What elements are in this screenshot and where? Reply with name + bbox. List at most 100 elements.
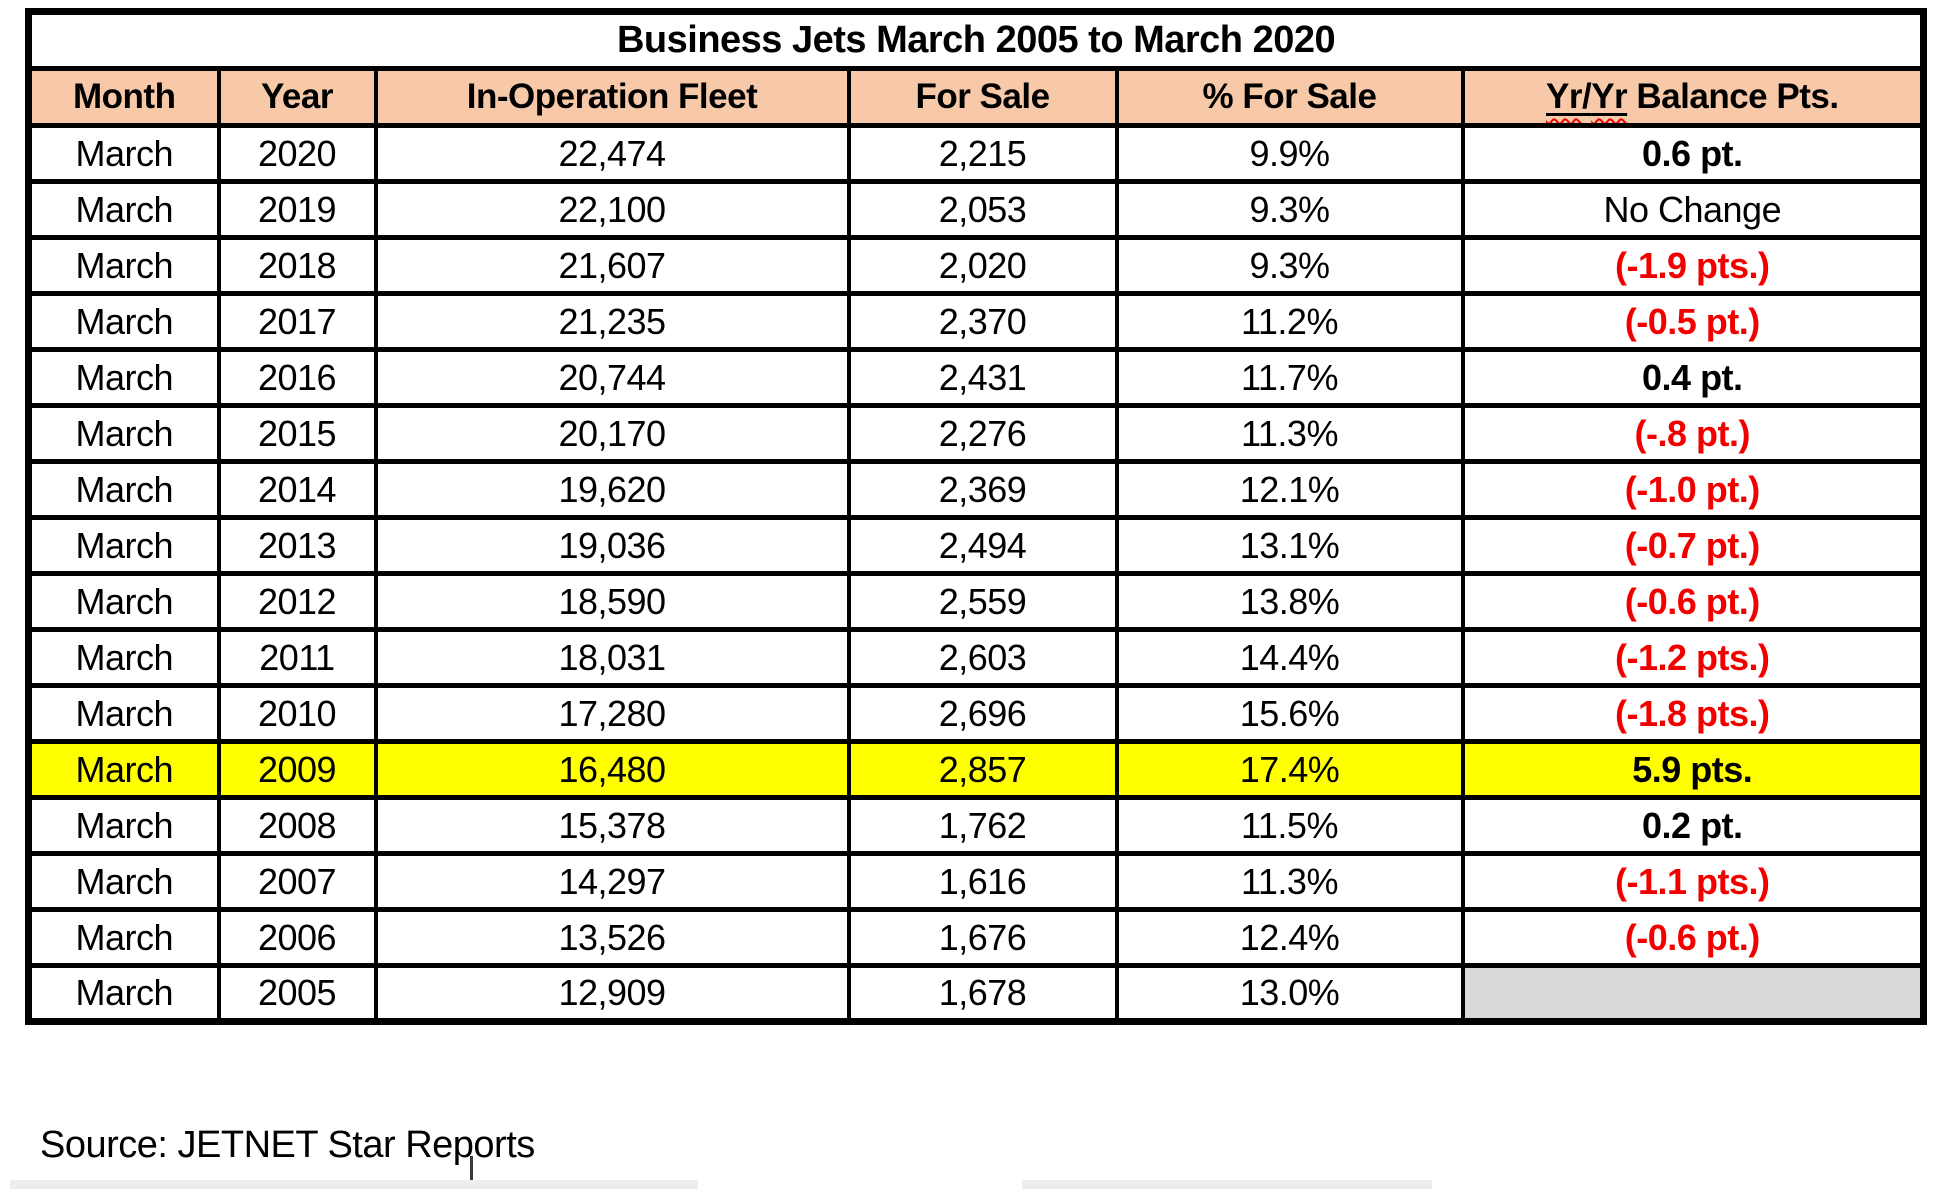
table-row-2008: March 2008 15,378 1,762 11.5% 0.2 pt. bbox=[26, 795, 1926, 856]
table-row-2010: March 2010 17,280 2,696 15.6% (-1.8 pts.… bbox=[26, 683, 1926, 744]
table-title: Business Jets March 2005 to March 2020 bbox=[26, 9, 1926, 71]
balance-cell: (-0.7 pt.) bbox=[1460, 515, 1926, 576]
for-sale-cell: 2,494 bbox=[846, 515, 1119, 576]
for-sale-cell: 1,762 bbox=[846, 795, 1119, 856]
fleet-cell: 17,280 bbox=[373, 683, 851, 744]
column-header-fleet: In-Operation Fleet bbox=[373, 66, 851, 128]
fleet-cell: 22,100 bbox=[373, 179, 851, 240]
table-row-2011: March 2011 18,031 2,603 14.4% (-1.2 pts.… bbox=[26, 627, 1926, 688]
year-cell: 2006 bbox=[216, 907, 378, 968]
balance-cell: (-1.8 pts.) bbox=[1460, 683, 1926, 744]
fleet-cell: 14,297 bbox=[373, 851, 851, 912]
for-sale-cell: 2,053 bbox=[846, 179, 1119, 240]
table-row-2015: March 2015 20,170 2,276 11.3% (-.8 pt.) bbox=[26, 403, 1926, 464]
yr2-spellcheck-squiggle: Yr bbox=[1591, 77, 1628, 116]
month-cell: March bbox=[26, 907, 221, 968]
pct-for-sale-cell: 11.5% bbox=[1114, 795, 1465, 856]
table-row-2009-highlighted: March 2009 16,480 2,857 17.4% 5.9 pts. bbox=[26, 739, 1926, 800]
balance-cell: 0.2 pt. bbox=[1460, 795, 1926, 856]
month-cell: March bbox=[26, 291, 221, 352]
balance-cell: (-.8 pt.) bbox=[1460, 403, 1926, 464]
month-cell: March bbox=[26, 627, 221, 688]
fleet-cell: 20,170 bbox=[373, 403, 851, 464]
fleet-cell: 18,031 bbox=[373, 627, 851, 688]
cutoff-artifact-right bbox=[1022, 1180, 1432, 1189]
month-cell: March bbox=[26, 963, 221, 1024]
source-note: Source: JETNET Star Reports bbox=[40, 1124, 535, 1166]
pct-for-sale-cell: 9.9% bbox=[1114, 123, 1465, 184]
column-header-for-sale: For Sale bbox=[846, 66, 1119, 128]
year-cell: 2014 bbox=[216, 459, 378, 520]
fleet-cell: 19,036 bbox=[373, 515, 851, 576]
balance-cell: (-1.2 pts.) bbox=[1460, 627, 1926, 688]
title-row: Business Jets March 2005 to March 2020 bbox=[26, 9, 1926, 71]
year-cell: 2016 bbox=[216, 347, 378, 408]
fleet-cell: 13,526 bbox=[373, 907, 851, 968]
year-cell: 2005 bbox=[216, 963, 378, 1024]
balance-cell: (-1.1 pts.) bbox=[1460, 851, 1926, 912]
for-sale-cell: 2,020 bbox=[846, 235, 1119, 296]
year-cell: 2019 bbox=[216, 179, 378, 240]
balance-cell: (-0.6 pt.) bbox=[1460, 907, 1926, 968]
pct-for-sale-cell: 11.7% bbox=[1114, 347, 1465, 408]
table-row-2018: March 2018 21,607 2,020 9.3% (-1.9 pts.) bbox=[26, 235, 1926, 296]
year-cell: 2015 bbox=[216, 403, 378, 464]
year-cell: 2017 bbox=[216, 291, 378, 352]
for-sale-cell: 2,857 bbox=[846, 739, 1119, 800]
pct-for-sale-cell: 11.3% bbox=[1114, 851, 1465, 912]
for-sale-cell: 2,431 bbox=[846, 347, 1119, 408]
year-cell: 2018 bbox=[216, 235, 378, 296]
column-header-year: Year bbox=[216, 66, 378, 128]
for-sale-cell: 1,676 bbox=[846, 907, 1119, 968]
pct-for-sale-cell: 13.0% bbox=[1114, 963, 1465, 1024]
pct-for-sale-cell: 12.1% bbox=[1114, 459, 1465, 520]
pct-for-sale-cell: 15.6% bbox=[1114, 683, 1465, 744]
table-row-2005: March 2005 12,909 1,678 13.0% bbox=[26, 963, 1926, 1024]
year-cell: 2013 bbox=[216, 515, 378, 576]
month-cell: March bbox=[26, 795, 221, 856]
fleet-cell: 16,480 bbox=[373, 739, 851, 800]
month-cell: March bbox=[26, 571, 221, 632]
fleet-cell: 18,590 bbox=[373, 571, 851, 632]
for-sale-cell: 2,696 bbox=[846, 683, 1119, 744]
fleet-cell: 19,620 bbox=[373, 459, 851, 520]
fleet-cell: 21,607 bbox=[373, 235, 851, 296]
balance-cell: (-1.0 pt.) bbox=[1460, 459, 1926, 520]
year-cell: 2020 bbox=[216, 123, 378, 184]
balance-cell: 0.4 pt. bbox=[1460, 347, 1926, 408]
pct-for-sale-cell: 13.8% bbox=[1114, 571, 1465, 632]
pct-for-sale-cell: 9.3% bbox=[1114, 235, 1465, 296]
month-cell: March bbox=[26, 123, 221, 184]
pct-for-sale-cell: 9.3% bbox=[1114, 179, 1465, 240]
table-row-2006: March 2006 13,526 1,676 12.4% (-0.6 pt.) bbox=[26, 907, 1926, 968]
pct-for-sale-cell: 11.2% bbox=[1114, 291, 1465, 352]
column-header-balance: Yr/Yr Balance Pts. bbox=[1460, 66, 1926, 128]
for-sale-cell: 2,559 bbox=[846, 571, 1119, 632]
fleet-cell: 22,474 bbox=[373, 123, 851, 184]
pct-for-sale-cell: 12.4% bbox=[1114, 907, 1465, 968]
pct-for-sale-cell: 11.3% bbox=[1114, 403, 1465, 464]
table-row-2019: March 2019 22,100 2,053 9.3% No Change bbox=[26, 179, 1926, 240]
month-cell: March bbox=[26, 683, 221, 744]
balance-cell: (-0.5 pt.) bbox=[1460, 291, 1926, 352]
table-row-2013: March 2013 19,036 2,494 13.1% (-0.7 pt.) bbox=[26, 515, 1926, 576]
business-jets-table-container: Business Jets March 2005 to March 2020 M… bbox=[25, 8, 1928, 1025]
fleet-cell: 20,744 bbox=[373, 347, 851, 408]
fleet-cell: 12,909 bbox=[373, 963, 851, 1024]
year-cell: 2011 bbox=[216, 627, 378, 688]
year-cell: 2009 bbox=[216, 739, 378, 800]
yr-slash: / bbox=[1581, 77, 1592, 116]
month-cell: March bbox=[26, 515, 221, 576]
month-cell: March bbox=[26, 347, 221, 408]
column-header-pct-for-sale: % For Sale bbox=[1114, 66, 1465, 128]
month-cell: March bbox=[26, 235, 221, 296]
table-row-2017: March 2017 21,235 2,370 11.2% (-0.5 pt.) bbox=[26, 291, 1926, 352]
fleet-cell: 15,378 bbox=[373, 795, 851, 856]
business-jets-table: Business Jets March 2005 to March 2020 M… bbox=[25, 8, 1928, 1025]
year-cell: 2012 bbox=[216, 571, 378, 632]
for-sale-cell: 2,603 bbox=[846, 627, 1119, 688]
table-row-2007: March 2007 14,297 1,616 11.3% (-1.1 pts.… bbox=[26, 851, 1926, 912]
month-cell: March bbox=[26, 739, 221, 800]
yr-yr-underlined: Yr/Yr bbox=[1546, 77, 1628, 116]
